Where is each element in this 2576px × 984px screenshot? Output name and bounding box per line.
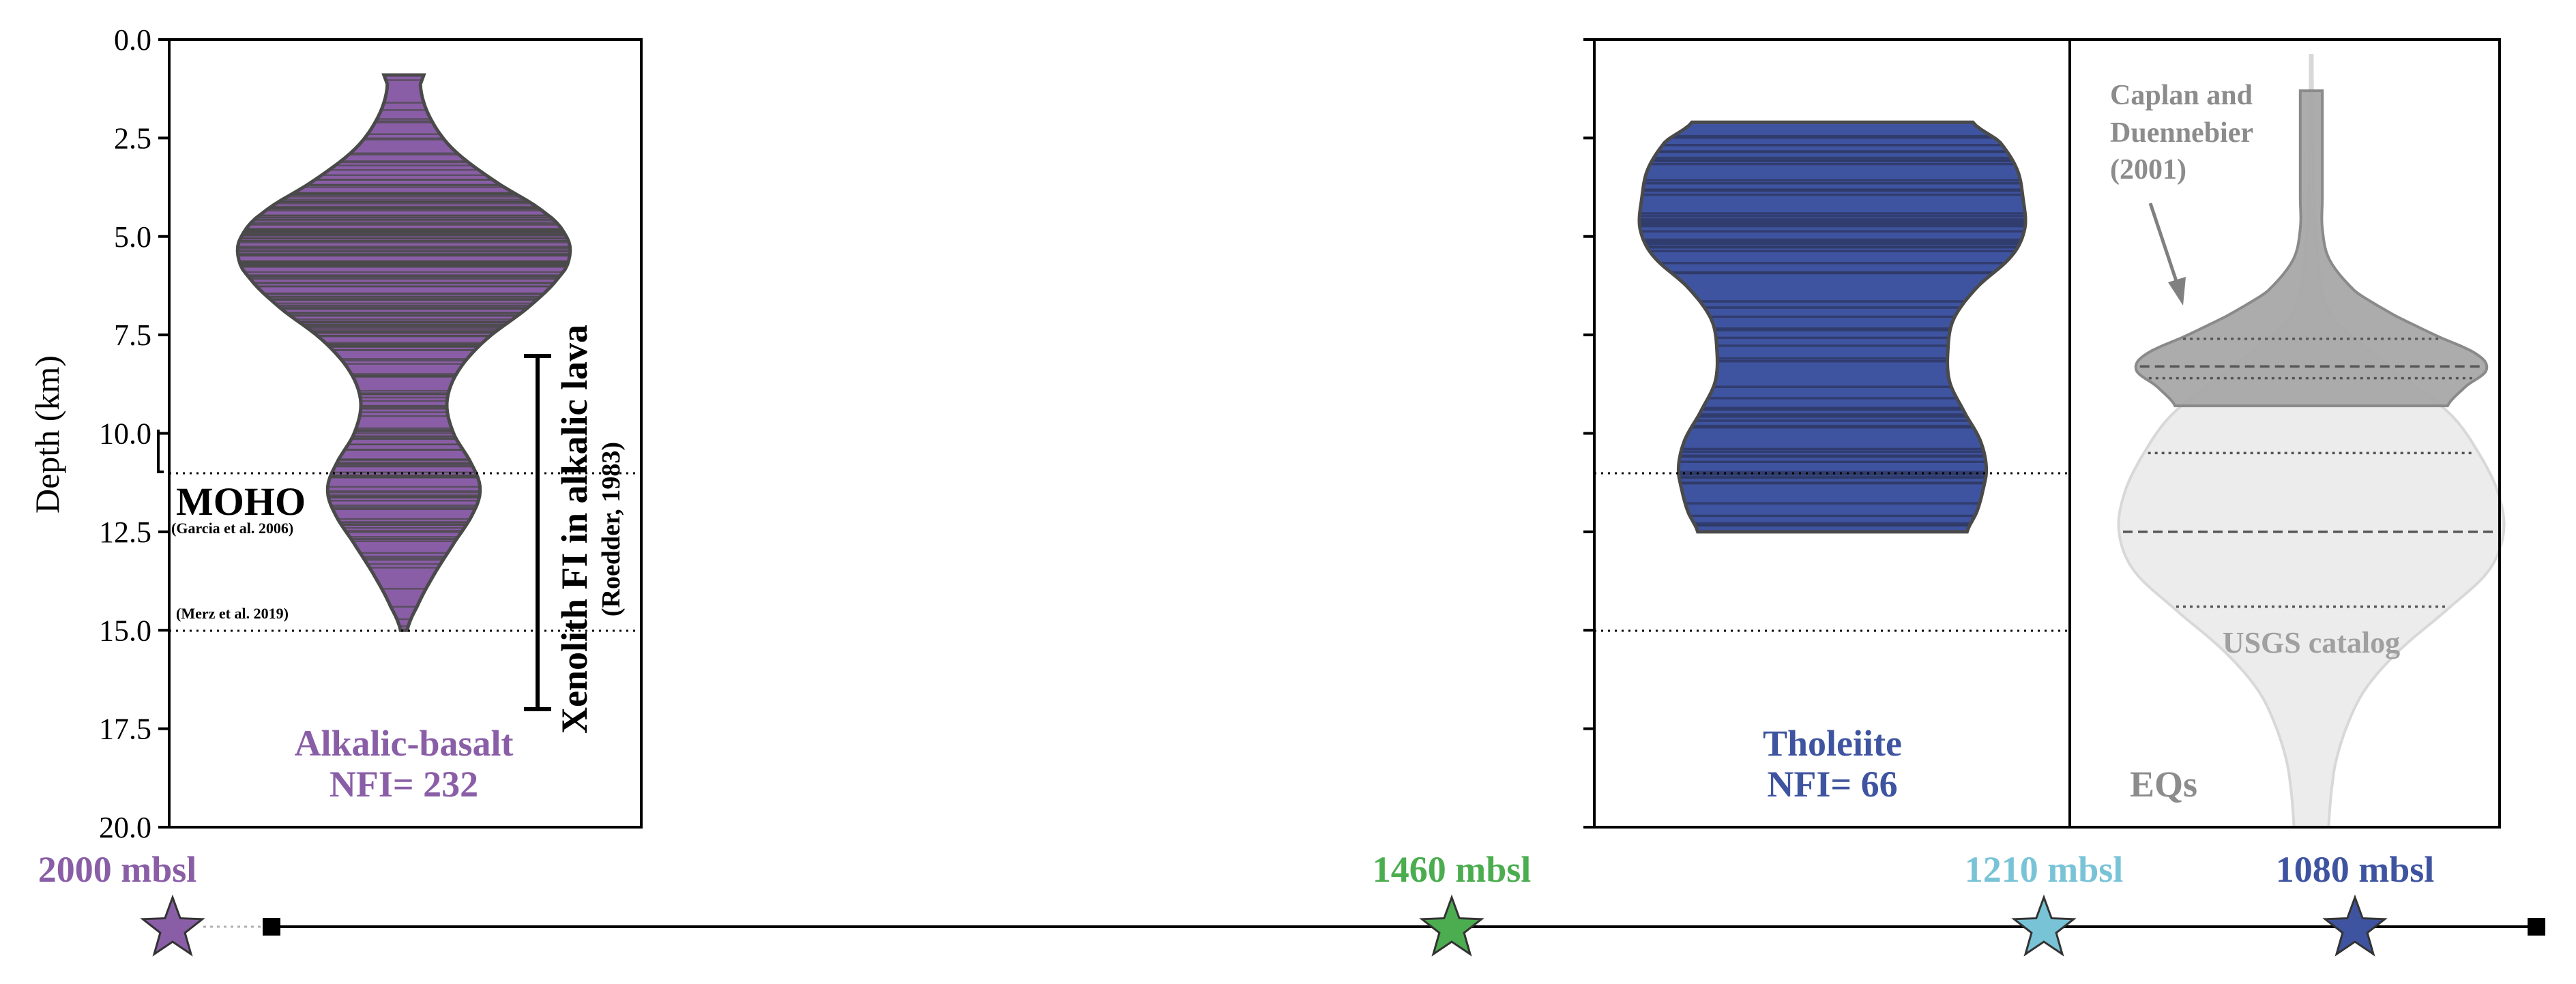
- alkalic-series-label: Alkalic-basalt: [294, 723, 513, 764]
- depth-timeline: 2000 mbsl 1460 mbsl 1210 mbsl 1080 mbsl: [38, 849, 2545, 957]
- violin-tholeiite-outline: [1637, 120, 2028, 534]
- y-axis-label: Depth (km): [28, 355, 66, 513]
- moho-label: MOHO: [176, 479, 306, 524]
- star-marker-1210-mbsl: [2011, 894, 2077, 957]
- panel-tholeiite: Tholeiite NFI= 66: [1583, 38, 2071, 829]
- star-label-1080-mbsl: 1080 mbsl: [2276, 849, 2435, 890]
- y-tick-label: 0.0: [114, 23, 151, 57]
- earthquakes-panel-label: EQs: [2130, 764, 2197, 805]
- violin-alkalic: [235, 73, 572, 632]
- usgs-catalog-label: USGS catalog: [2223, 626, 2400, 659]
- timeline-start-marker: [263, 918, 280, 936]
- roedder-reference-label: (Roedder, 1983): [597, 442, 626, 616]
- panel-alkalic-frame: [168, 38, 643, 829]
- panel-alkalic: 0.0 2.5 5.0 7.5 10.0 12.5 15.0 17.5 20.0 Depth (…: [28, 23, 643, 844]
- violin-tholeiite: [1637, 120, 2028, 534]
- y-tick-label: 17.5: [99, 713, 151, 746]
- caplan-duennebier-label-line1: Caplan and: [2110, 80, 2253, 111]
- violin-alkalic-outline: [235, 73, 572, 632]
- merz-reference-label: (Merz et al. 2019): [176, 605, 289, 622]
- star-marker-1080-mbsl: [2322, 894, 2388, 957]
- y-tick-label: 20.0: [99, 811, 151, 844]
- y-axis-ticks: 0.0 2.5 5.0 7.5 10.0 12.5 15.0 17.5 20.0: [99, 23, 169, 844]
- caplan-duennebier-arrow: [2148, 203, 2186, 305]
- moho-reference-label: (Garcia et al. 2006): [171, 520, 293, 537]
- alkalic-count-label: NFI= 232: [330, 764, 478, 805]
- y-axis-ticks-tholeiite: [1583, 38, 1594, 829]
- y-tick-label: 10.0: [99, 417, 151, 451]
- axis-break-mark: [157, 430, 164, 473]
- star-marker-1460-mbsl: [1419, 894, 1484, 957]
- star-label-1210-mbsl: 1210 mbsl: [1965, 849, 2124, 890]
- panel-earthquakes-frame: [2068, 38, 2501, 829]
- caplan-duennebier-label-line3: (2001): [2110, 154, 2186, 185]
- tholeiite-count-label: NFI= 66: [1767, 764, 1897, 805]
- violin-quartile-lines: [2123, 338, 2500, 608]
- y-tick-label: 7.5: [114, 318, 151, 352]
- caplan-duennebier-label-line2: Duennebier: [2110, 117, 2253, 149]
- xenolith-range-bracket: [524, 354, 551, 711]
- y-tick-label: 2.5: [114, 121, 151, 155]
- tholeiite-series-label: Tholeiite: [1763, 723, 1902, 764]
- star-label-1460-mbsl: 1460 mbsl: [1373, 849, 1532, 890]
- y-tick-label: 15.0: [99, 614, 151, 647]
- violin-caplan-duennebier: [2134, 89, 2489, 408]
- panel-earthquakes: Caplan and Duennebier (2001) USGS catalo…: [2068, 38, 2506, 829]
- star-marker-2000-mbsl: [140, 894, 205, 957]
- timeline-end-marker: [2528, 918, 2545, 936]
- xenolith-label: Xenolith FI in alkalic lava: [554, 325, 595, 734]
- star-label-2000-mbsl: 2000 mbsl: [38, 849, 197, 890]
- y-tick-label: 5.0: [114, 220, 151, 254]
- violin-alkalic-body: [237, 75, 570, 631]
- y-tick-label: 12.5: [99, 516, 151, 549]
